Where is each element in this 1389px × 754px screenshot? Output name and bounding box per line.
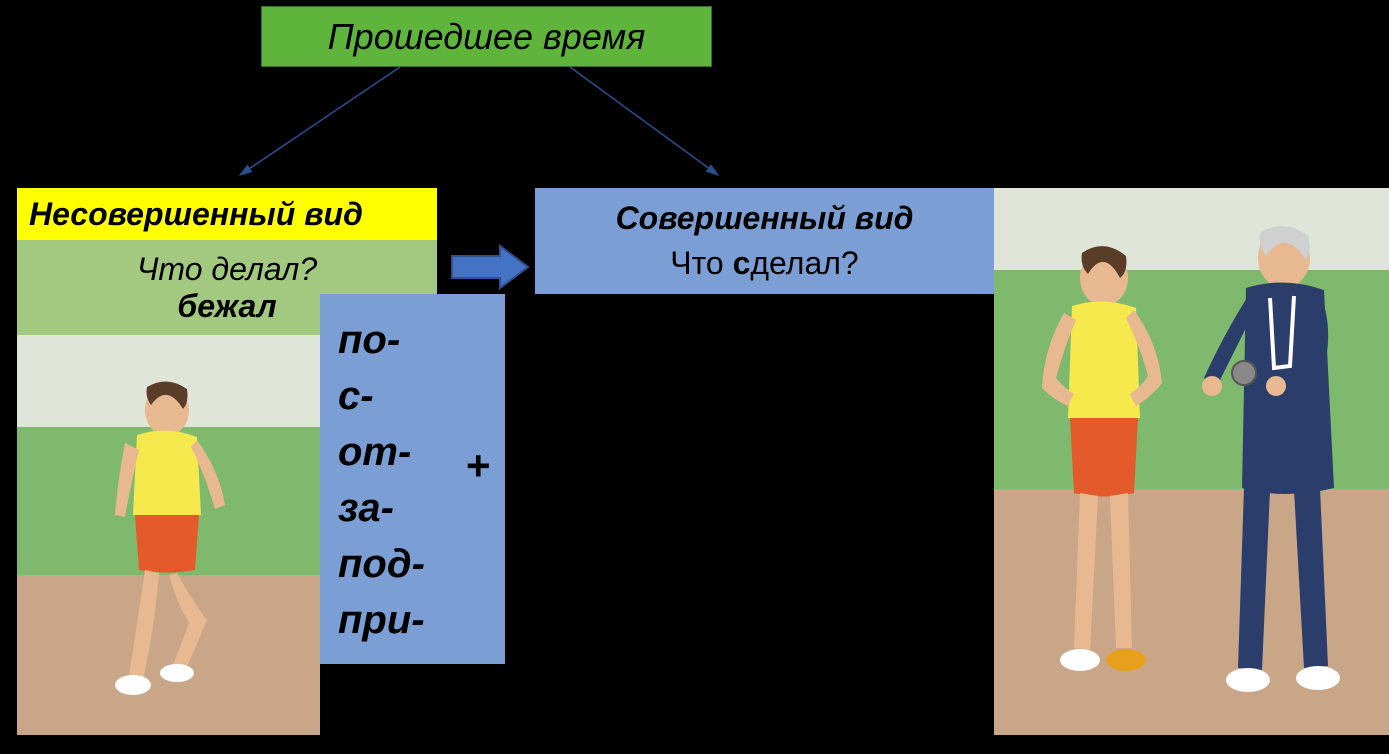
right-aspect-label: Совершенный вид [616, 200, 914, 237]
transition-arrow-icon [450, 244, 530, 290]
right-aspect-box: Совершенный вид Что сделал? [535, 188, 994, 294]
left-question: Что делал? [137, 251, 317, 288]
runner-figure [77, 375, 257, 715]
left-aspect-header: Несовершенный вид [17, 188, 437, 240]
coach-illustration [994, 188, 1389, 735]
left-aspect-label: Несовершенный вид [29, 196, 363, 233]
prefix-item: при- [338, 592, 505, 648]
title-box: Прошедшее время [261, 6, 712, 67]
runner-illustration [17, 335, 320, 735]
coach-figure [994, 188, 1389, 735]
prefix-item: по- [338, 312, 505, 368]
edge-fragment: п [955, 616, 979, 661]
prefix-item: под- [338, 536, 505, 592]
title-text: Прошедшее время [328, 16, 646, 58]
prefix-item: с- [338, 368, 505, 424]
left-verb: бежал [177, 288, 276, 325]
plus-sign: + [466, 442, 491, 490]
edge-fragment: п [954, 558, 978, 603]
right-question: Что сделал? [670, 245, 858, 282]
